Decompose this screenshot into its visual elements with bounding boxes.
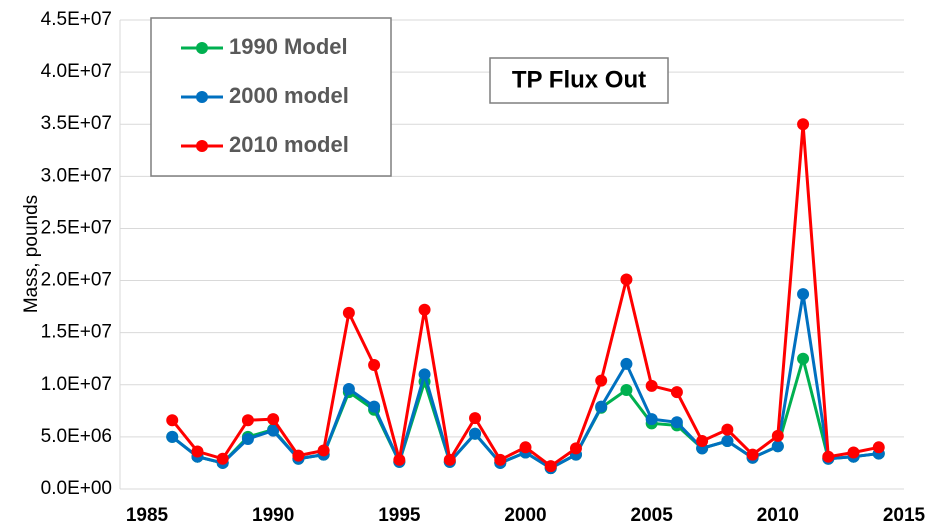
point [847,446,860,459]
point [595,374,608,387]
y-tick-label: 3.5E+07 [41,113,112,134]
y-tick-label: 5.0E+06 [41,426,112,447]
legend-label: 2000 model [229,83,349,108]
point [721,435,734,448]
y-axis-label: Mass, pounds [21,195,42,313]
point [469,412,482,425]
point [771,440,784,453]
legend-label: 2010 model [229,132,349,157]
point [696,435,709,448]
point [872,441,885,454]
point [342,306,355,319]
point [544,460,557,473]
point [267,413,280,426]
point [191,445,204,458]
x-tick-label: 2010 [757,505,799,526]
point [797,118,810,131]
legend-marker [196,140,208,152]
point [595,400,608,413]
point [216,452,229,465]
point [241,432,254,445]
point [418,303,431,316]
point [166,414,179,427]
point [620,357,633,370]
point [368,358,381,371]
point [494,453,507,466]
point [519,441,532,454]
y-tick-label: 4.0E+07 [41,61,112,82]
point [670,416,683,429]
point [418,368,431,381]
point [620,383,633,396]
legend-marker [196,42,208,54]
point [469,427,482,440]
point [393,453,406,466]
legend-marker [196,91,208,103]
point [342,382,355,395]
point [746,448,759,461]
chart-title: TP Flux Out [512,66,646,93]
x-tick-label: 2015 [883,505,926,526]
y-tick-label: 2.5E+07 [41,217,112,238]
y-tick-label: 1.0E+07 [41,374,112,395]
point [670,386,683,399]
point [822,450,835,463]
point [797,352,810,365]
point [368,400,381,413]
legend-label: 1990 Model [229,34,348,59]
title-box [489,57,669,104]
y-tick-label: 0.0E+00 [41,478,112,499]
y-tick-label: 3.0E+07 [41,165,112,186]
y-tick-label: 2.0E+07 [41,270,112,291]
point [569,442,582,455]
x-tick-label: 2005 [631,505,674,526]
y-tick-label: 4.5E+07 [41,9,112,30]
point [241,414,254,427]
point [620,273,633,286]
y-tick-label: 1.5E+07 [41,322,112,343]
x-tick-label: 2000 [504,505,546,526]
point [721,423,734,436]
point [771,429,784,442]
x-tick-label: 1985 [126,505,169,526]
x-tick-label: 1995 [378,505,421,526]
point [267,424,280,437]
x-tick-label: 1990 [252,505,294,526]
point [317,444,330,457]
point [645,413,658,426]
point [292,449,305,462]
point [443,453,456,466]
point [797,288,810,301]
point [645,379,658,392]
point [166,430,179,443]
